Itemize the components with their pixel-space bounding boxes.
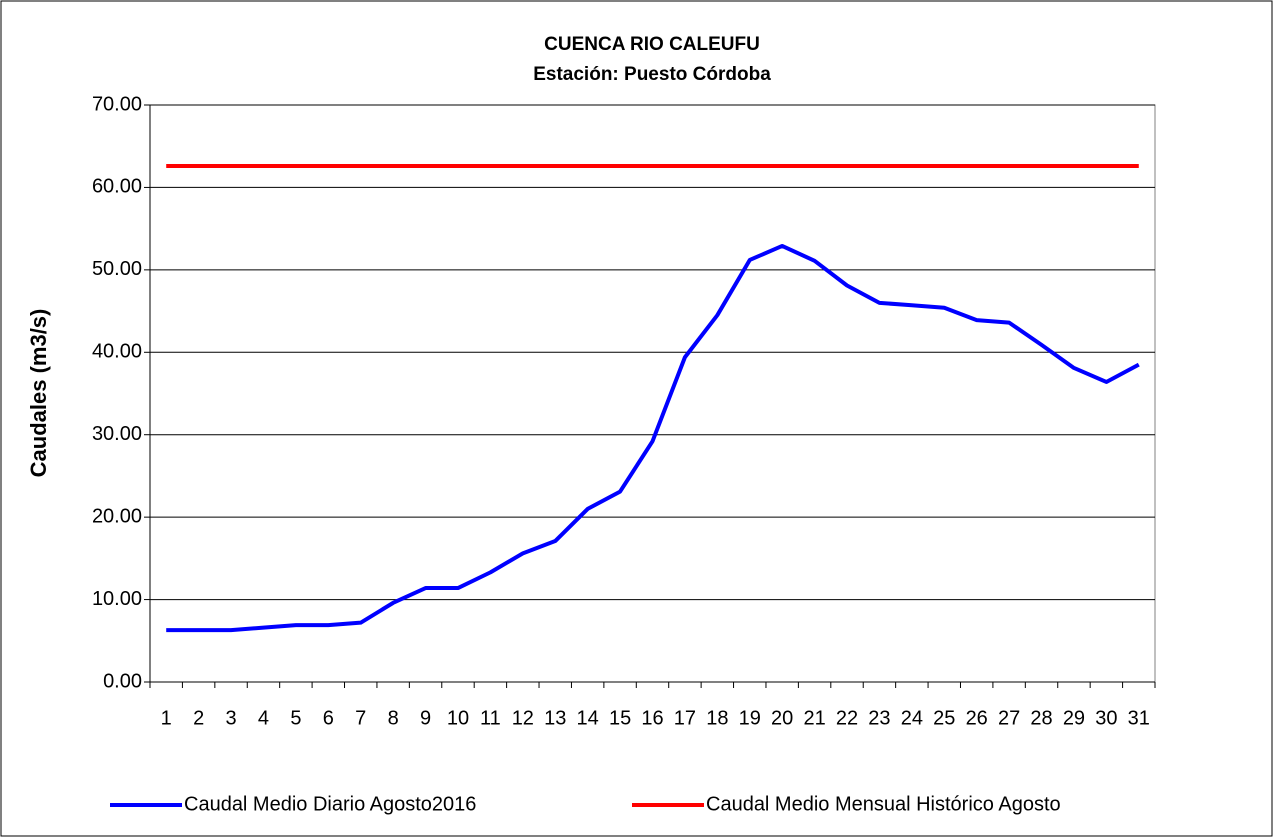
x-tick-label: 29 [1063, 707, 1085, 729]
x-tick-label: 24 [901, 707, 923, 729]
x-tick-label: 12 [512, 707, 534, 729]
x-tick-label: 20 [771, 707, 793, 729]
x-tick-label: 16 [641, 707, 663, 729]
x-tick-label: 23 [868, 707, 890, 729]
x-tick-label: 15 [609, 707, 631, 729]
chart-subtitle: Estación: Puesto Córdoba [533, 64, 771, 85]
legend-label: Caudal Medio Diario Agosto2016 [184, 793, 476, 815]
x-tick-label: 13 [544, 707, 566, 729]
x-tick-label: 11 [480, 707, 501, 729]
y-tick-label: 40.00 [92, 341, 142, 363]
chart-title: CUENCA RIO CALEUFU [544, 34, 760, 55]
x-tick-label: 27 [998, 707, 1020, 729]
x-tick-label: 3 [225, 707, 236, 729]
x-tick-label: 26 [966, 707, 988, 729]
x-tick-label: 19 [739, 707, 761, 729]
series-line [166, 243, 1140, 633]
y-tick-label: 30.00 [92, 423, 142, 445]
x-tick-label: 7 [355, 707, 366, 729]
x-tick-label: 25 [933, 707, 955, 729]
x-tick-label: 4 [258, 707, 269, 729]
x-tick-label: 21 [803, 707, 825, 729]
x-tick-label: 17 [674, 707, 696, 729]
y-tick-label: 0.00 [103, 670, 142, 692]
y-axis-label: Caudales (m3/s) [26, 309, 51, 478]
x-tick-label: 8 [388, 707, 399, 729]
x-tick-label: 10 [447, 707, 469, 729]
x-tick-label: 14 [577, 707, 599, 729]
plot-area [149, 104, 1156, 683]
x-tick-label: 18 [706, 707, 728, 729]
x-tick-label: 22 [836, 707, 858, 729]
x-tick-label: 6 [323, 707, 334, 729]
x-tick-label: 31 [1128, 707, 1150, 729]
x-tick-label: 28 [1030, 707, 1052, 729]
y-tick-label: 60.00 [92, 176, 142, 198]
y-tick-label: 10.00 [92, 588, 142, 610]
x-tick-label: 2 [193, 707, 204, 729]
x-tick-label: 30 [1095, 707, 1117, 729]
legend-label: Caudal Medio Mensual Histórico Agosto [706, 793, 1061, 815]
y-tick-label: 50.00 [92, 258, 142, 280]
x-tick-label: 1 [161, 707, 172, 729]
x-tick-label: 5 [290, 707, 301, 729]
y-tick-label: 20.00 [92, 505, 142, 527]
y-tick-label: 70.00 [92, 93, 142, 115]
x-tick-label: 9 [420, 707, 431, 729]
